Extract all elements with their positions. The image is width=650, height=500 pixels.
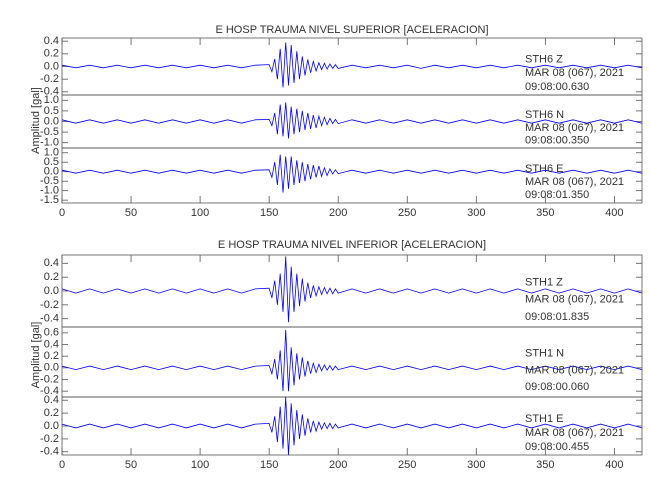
- y-tick-label: 0.4: [44, 338, 59, 350]
- y-tick-label: -1.0: [40, 185, 59, 197]
- date-label: MAR 08 (067), 2021: [525, 122, 624, 134]
- x-tick-label: 250: [398, 207, 416, 219]
- y-axis-label: Amplitud [gal]: [30, 87, 42, 154]
- y-tick-label: 0.4: [44, 35, 59, 47]
- time-label: 09:08:01.835: [525, 311, 589, 323]
- x-tick-label: 350: [536, 459, 554, 471]
- waveform: [61, 256, 643, 323]
- date-label: MAR 08 (067), 2021: [525, 67, 624, 79]
- x-tick-label: 50: [125, 459, 137, 471]
- y-tick-label: -0.4: [40, 86, 59, 98]
- y-tick-label: -0.4: [40, 313, 59, 325]
- y-tick-label: 0.0: [44, 420, 59, 432]
- date-label: MAR 08 (067), 2021: [525, 364, 624, 376]
- y-tick-label: -0.2: [40, 299, 59, 311]
- x-tick-label: 100: [191, 207, 209, 219]
- waveform: [61, 154, 643, 193]
- time-label: 09:08:01.350: [525, 189, 589, 201]
- x-tick-label: 0: [59, 207, 65, 219]
- waveform: [61, 102, 643, 139]
- y-tick-label: -0.2: [40, 73, 59, 85]
- time-label: 09:08:00.630: [525, 81, 589, 93]
- x-tick-label: 350: [536, 207, 554, 219]
- waveform: [61, 329, 643, 392]
- station-label: STH1 E: [525, 413, 564, 425]
- waveform: [61, 42, 643, 88]
- y-tick-label: -0.5: [40, 175, 59, 187]
- x-tick-label: 150: [260, 459, 278, 471]
- y-tick-label: -1.5: [40, 194, 59, 206]
- date-label: MAR 08 (067), 2021: [525, 294, 624, 306]
- station-label: STH6 E: [525, 163, 564, 175]
- y-tick-label: 0.0: [44, 285, 59, 297]
- date-label: MAR 08 (067), 2021: [525, 176, 624, 188]
- y-tick-label: -0.2: [40, 373, 59, 385]
- y-tick-label: -0.2: [40, 433, 59, 445]
- y-tick-label: -0.5: [40, 126, 59, 138]
- y-tick-label: 0.2: [44, 350, 59, 362]
- x-tick-label: 300: [467, 459, 485, 471]
- station-label: STH1 N: [525, 348, 564, 360]
- y-tick-label: -0.4: [40, 385, 59, 397]
- station-label: STH1 Z: [525, 276, 563, 288]
- y-tick-label: 0.4: [44, 257, 59, 269]
- x-tick-label: 100: [191, 459, 209, 471]
- chart-title: E HOSP TRAUMA NIVEL SUPERIOR [ACELERACIO…: [215, 24, 488, 36]
- time-label: 09:08:00.455: [525, 441, 589, 453]
- x-tick-label: 300: [467, 207, 485, 219]
- y-axis-label: Amplitud [gal]: [30, 322, 42, 389]
- time-label: 09:08:00.350: [525, 134, 589, 146]
- chart-title: E HOSP TRAUMA NIVEL INFERIOR [ACELERACIO…: [218, 239, 486, 251]
- y-tick-label: -0.4: [40, 446, 59, 458]
- y-tick-label: 0.0: [44, 115, 59, 127]
- y-tick-label: 0.0: [44, 166, 59, 178]
- station-label: STH6 N: [525, 109, 564, 121]
- y-tick-label: 1.0: [44, 94, 59, 106]
- y-tick-label: 0.2: [44, 407, 59, 419]
- y-tick-label: 0.4: [44, 394, 59, 406]
- x-tick-label: 50: [125, 207, 137, 219]
- y-tick-label: 0.2: [44, 271, 59, 283]
- x-tick-label: 250: [398, 459, 416, 471]
- y-tick-label: 0.6: [44, 327, 59, 339]
- y-tick-label: 1.0: [44, 147, 59, 159]
- date-label: MAR 08 (067), 2021: [525, 427, 624, 439]
- time-label: 09:08:00.060: [525, 381, 589, 393]
- y-tick-label: 0.5: [44, 105, 59, 117]
- x-tick-label: 200: [329, 207, 347, 219]
- y-tick-label: -1.0: [40, 137, 59, 149]
- x-tick-label: 400: [605, 459, 623, 471]
- x-tick-label: 150: [260, 207, 278, 219]
- x-tick-label: 0: [59, 459, 65, 471]
- y-tick-label: 0.5: [44, 156, 59, 168]
- waveform: [61, 396, 643, 456]
- station-label: STH6 Z: [525, 54, 563, 66]
- x-tick-label: 400: [605, 207, 623, 219]
- y-tick-label: 0.0: [44, 60, 59, 72]
- x-tick-label: 200: [329, 459, 347, 471]
- panel-frame: [61, 147, 643, 204]
- y-tick-label: 0.0: [44, 362, 59, 374]
- y-tick-label: 0.2: [44, 48, 59, 60]
